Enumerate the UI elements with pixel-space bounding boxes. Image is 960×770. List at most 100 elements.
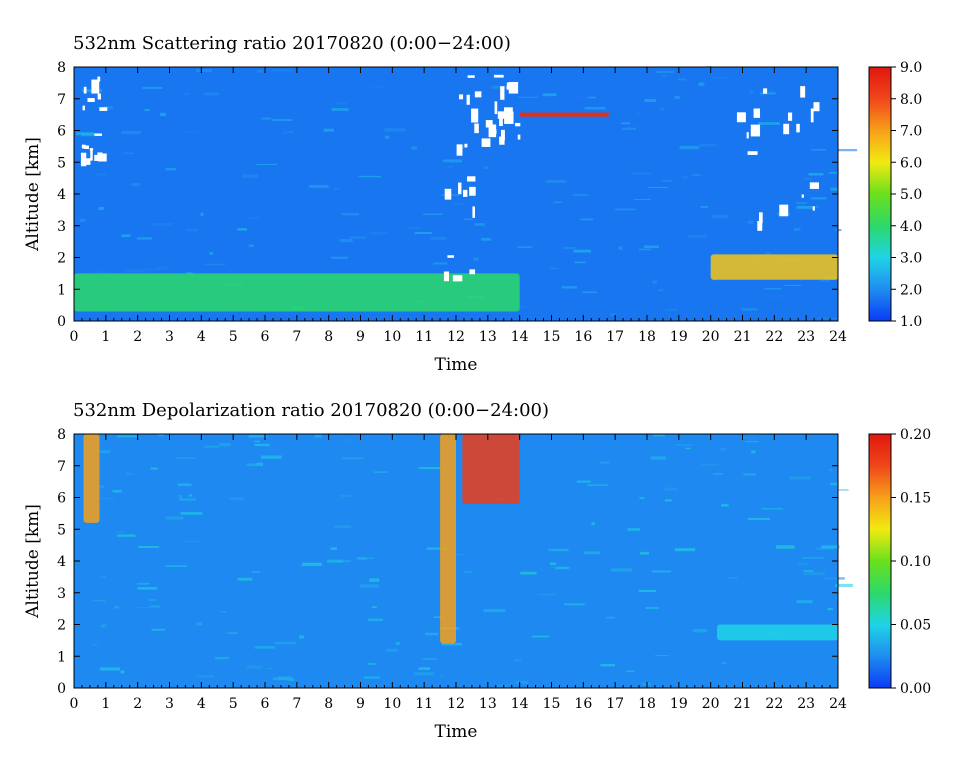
heatmap-cell [395, 641, 400, 645]
heatmap-cell [797, 563, 808, 565]
heatmap-cell [422, 658, 438, 660]
saturated-cloud-patch [499, 117, 503, 127]
saturated-cloud-patch [99, 107, 108, 111]
y-tick-label: 8 [57, 60, 66, 76]
colorbar-tick-label: 0.05 [900, 618, 931, 634]
x-tick-label: 23 [797, 329, 815, 345]
heatmap-cell [145, 268, 162, 271]
saturated-cloud-patch [87, 98, 95, 103]
heatmap-cell [721, 503, 729, 507]
heatmap-cell [283, 131, 288, 134]
heatmap-cell [621, 127, 637, 130]
heatmap-cell [220, 611, 227, 613]
heatmap-cell [621, 122, 631, 125]
saturated-cloud-patch [89, 148, 94, 151]
heatmap-cell [357, 556, 367, 560]
heatmap-cell [113, 605, 120, 609]
saturated-cloud-patch [796, 123, 800, 133]
heatmap-cell [808, 172, 824, 176]
heatmap-cell [816, 547, 834, 550]
y-tick-label: 6 [57, 124, 66, 140]
heatmap-cell [658, 289, 664, 291]
y-tick-label: 0 [57, 314, 66, 330]
scattering-ratio-panel: 532nm Scattering ratio 20170820 (0:00−24… [23, 33, 922, 375]
heatmap-cell [584, 106, 606, 110]
heatmap-cell [561, 286, 578, 289]
heatmap-cell [196, 69, 213, 72]
heatmap-cell [100, 624, 107, 628]
heatmap-cell [572, 193, 589, 197]
heatmap-cell [638, 248, 652, 251]
x-tick-label: 24 [829, 696, 847, 712]
x-tick-label: 5 [229, 329, 238, 345]
heatmap-cell [618, 246, 623, 250]
heatmap-cell [484, 166, 488, 170]
heatmap-cell [835, 489, 849, 491]
x-tick-label: 9 [356, 696, 365, 712]
saturated-cloud-patch [81, 144, 86, 149]
heatmap-cell [76, 132, 95, 136]
heatmap-cell [369, 578, 380, 582]
heatmap-cell [229, 497, 245, 501]
heatmap-cell [439, 675, 445, 678]
heatmap-cell [237, 577, 253, 581]
heatmap-cell [79, 218, 85, 222]
heatmap-cell [92, 599, 106, 602]
heatmap-cell [196, 675, 214, 678]
heatmap-cell [254, 443, 270, 447]
heatmap-cell [728, 577, 738, 579]
heatmap-cell [142, 86, 163, 89]
x-tick-label: 20 [702, 329, 720, 345]
y-tick-label: 7 [57, 92, 66, 108]
heatmap-cell [138, 546, 160, 549]
saturated-cloud-patch [471, 108, 479, 123]
heatmap-cell [682, 175, 690, 179]
heatmap-cell [121, 131, 142, 135]
heatmap-cell [662, 180, 672, 182]
heatmap-cell [112, 489, 122, 493]
heatmap-cell [483, 608, 506, 613]
heatmap-cell [98, 206, 104, 211]
colorbar-scale [868, 433, 892, 689]
heatmap-cell [643, 245, 659, 249]
x-tick-label: 0 [70, 696, 79, 712]
heatmap-cell [323, 128, 335, 132]
heatmap-cell [203, 92, 220, 96]
heatmap-cell [246, 665, 263, 669]
heatmap-cell [698, 82, 705, 86]
heatmap-cell [830, 187, 838, 191]
heatmap-cell [339, 238, 353, 243]
saturated-cloud-patch [746, 132, 749, 139]
heatmap-cell [237, 228, 248, 231]
heatmap-cell [248, 435, 268, 438]
heatmap-cell [542, 93, 557, 97]
heatmap-cell [635, 111, 642, 115]
saturated-cloud-patch [469, 186, 476, 196]
heatmap-cell [836, 148, 858, 152]
saturated-cloud-patch [90, 150, 93, 161]
heatmap-cell [664, 499, 672, 502]
heatmap-cell [835, 583, 853, 587]
heatmap-cell [136, 582, 150, 585]
heatmap-cell [188, 494, 193, 497]
y-axis-label: Altitude [km] [23, 504, 43, 619]
heatmap-cell [674, 443, 693, 446]
heatmap-cell [116, 531, 126, 533]
heatmap-cell [562, 247, 576, 249]
heatmap-cell [580, 218, 594, 221]
heatmap-cell [662, 74, 667, 77]
y-tick-label: 1 [57, 282, 66, 298]
heatmap-cell [496, 684, 509, 688]
saturated-cloud-patch [503, 107, 513, 113]
heatmap-cell [369, 232, 388, 235]
heatmap-cell [76, 532, 81, 535]
heatmap-cell [331, 107, 349, 111]
heatmap-cell [409, 227, 423, 229]
heatmap-cell [186, 229, 199, 232]
heatmap-cell [677, 78, 687, 81]
heatmap-cell [679, 145, 700, 150]
heatmap-cell [699, 143, 717, 147]
saturated-cloud-patch [493, 74, 504, 78]
colorbar-tick-label: 0.15 [900, 491, 931, 507]
